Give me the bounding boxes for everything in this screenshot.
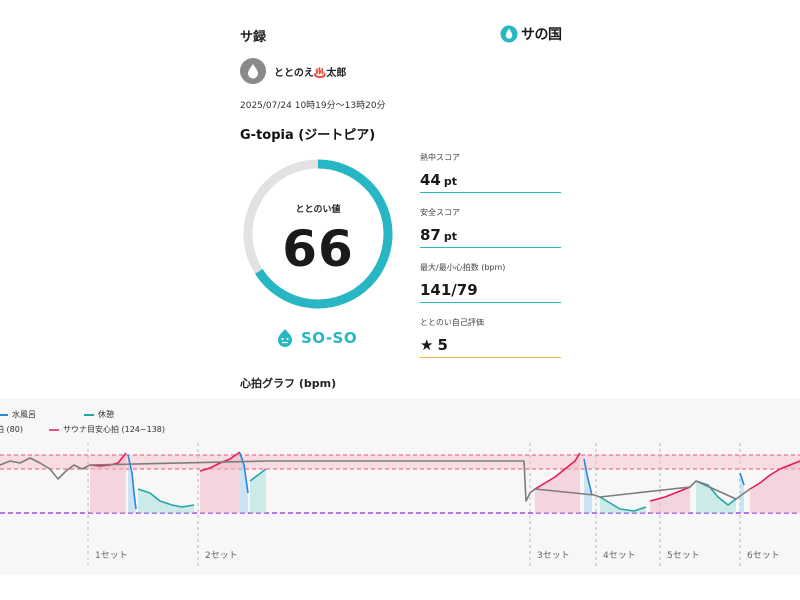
metric-label: 最大/最小心拍数 (bpm) [420, 263, 506, 272]
series-area-sauna [200, 452, 240, 513]
metric-value: 141/79 [420, 281, 478, 299]
status-row: SO-SO [276, 328, 357, 348]
brand-logo[interactable]: サの国 [500, 24, 562, 44]
metric-value-row: 141/79 [420, 281, 561, 303]
set-label: 4セット [603, 550, 636, 561]
series-line-cold_bath [583, 458, 593, 496]
totonoi-score-ring: ととのい値 66 [238, 154, 398, 314]
ring-progress [243, 159, 393, 309]
legend-label: 休憩 [98, 410, 114, 419]
series-line-sauna [649, 486, 691, 502]
legend-resting-hr: 拍 (80) [0, 424, 23, 435]
metric-label: ととのい自己評価 [420, 318, 484, 327]
legend-row-2: 拍 (80) サウナ目安心拍 (124~138) [0, 424, 177, 435]
heart-rate-plot: 1セット 2セット 3セット 4セット 5セット 6セット [0, 443, 800, 568]
series-line-rest [695, 480, 737, 506]
cold-bath-swatch [0, 413, 8, 416]
status-text: SO-SO [301, 329, 358, 347]
series-area-rest [250, 469, 266, 513]
metric-unit: pt [443, 175, 458, 188]
series-area-sauna [750, 461, 800, 513]
metric-value: 87 [420, 226, 441, 244]
water-drop-icon [500, 25, 518, 43]
app-title: サ録 [240, 30, 267, 45]
series-area-sauna [90, 453, 126, 513]
facility-name[interactable]: G-topia (ジートピア) [240, 128, 376, 143]
metric-value-row: 87 pt [420, 226, 561, 248]
visit-time: 2025/07/24 10時19分〜13時20分 [240, 101, 386, 111]
metric-safety-score: 安全スコア 87 pt [420, 207, 561, 248]
legend-rest: 休憩 [84, 409, 114, 420]
user-row[interactable]: ととのえ♨️太郎 [240, 58, 346, 84]
metric-value: 44 [420, 171, 441, 189]
heart-rate-graph-title: 心拍グラフ (bpm) [240, 377, 337, 390]
metric-heat-score: 熱中スコア 44 pt [420, 152, 561, 193]
series-area-sauna [535, 453, 580, 513]
user-name[interactable]: ととのえ♨️太郎 [274, 67, 347, 79]
rest-swatch [84, 413, 94, 416]
set-label: 3セット [537, 550, 570, 561]
legend-label: 拍 (80) [0, 425, 23, 434]
series-line-cold_bath [739, 472, 745, 486]
legend-label: サウナ目安心拍 (124~138) [62, 425, 165, 434]
score-ring-graphic [243, 159, 393, 309]
metric-unit: pt [443, 230, 458, 243]
metric-self-rating: ととのい自己評価 ★ 5 [420, 317, 561, 358]
metric-heart-rate: 最大/最小心拍数 (bpm) 141/79 [420, 262, 561, 303]
series-line-rest [249, 468, 267, 482]
series-line-sauna [199, 451, 241, 472]
series-line-rest [599, 496, 647, 512]
sauna-target-band [0, 455, 800, 469]
series-area-rest [696, 481, 736, 513]
series-area-cold_bath [240, 453, 248, 513]
set-label: 5セット [667, 550, 700, 561]
legend-cold-bath: 水風呂 [0, 409, 36, 420]
series-line-rest [137, 488, 195, 508]
series-area-sauna [650, 487, 690, 513]
brand-name: サの国 [521, 27, 562, 43]
mascot-icon [278, 329, 292, 347]
set-label: 2セット [205, 550, 238, 561]
avatar[interactable] [240, 58, 266, 84]
metric-value: 5 [437, 336, 448, 354]
score-label: ととのい値 [295, 205, 341, 215]
series-line-sauna [749, 460, 800, 490]
series-line-cold_bath [239, 452, 249, 494]
star-icon: ★ [420, 336, 434, 354]
metric-value-row: ★ 5 [420, 336, 561, 358]
series-line-sauna [534, 452, 581, 490]
metric-label: 安全スコア [420, 208, 460, 217]
series-line-other [0, 457, 751, 502]
heart-rate-chart: 水風呂 休憩 拍 (80) サウナ目安心拍 (124~138) 1セット 2セット… [0, 398, 800, 575]
legend-sauna-target: サウナ目安心拍 (124~138) [48, 424, 165, 435]
user-drop-icon [248, 64, 258, 79]
set-label: 1セット [95, 550, 128, 561]
set-label: 6セット [747, 550, 780, 561]
metric-value-row: 44 pt [420, 171, 561, 193]
series-area-rest [600, 497, 646, 513]
metric-label: 熱中スコア [420, 153, 460, 162]
legend-row-1: 水風呂 休憩 [0, 409, 126, 420]
legend-label: 水風呂 [12, 410, 36, 419]
sauna-target-swatch [48, 428, 59, 431]
score-value: 66 [282, 220, 354, 278]
